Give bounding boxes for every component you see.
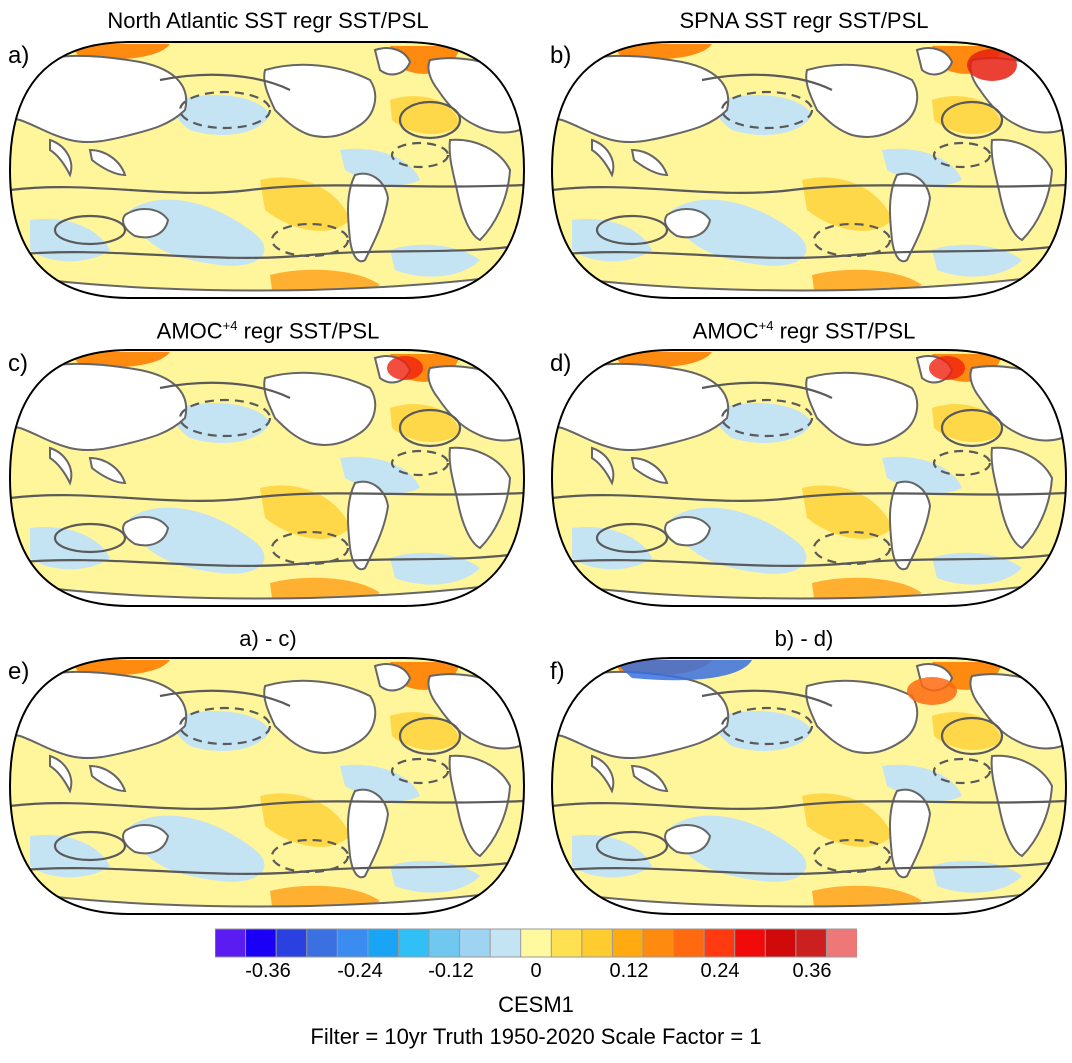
colorbar-tick-label: 0.36 [792, 960, 832, 982]
colorbar-swatch [734, 928, 767, 958]
panel-a-letter: a) [8, 42, 30, 69]
colorbar-swatch [459, 928, 492, 958]
colorbar-swatch [215, 928, 247, 958]
map-panel-a [8, 41, 526, 299]
colorbar-swatch [306, 928, 339, 958]
colorbar-tick-label: 0 [530, 960, 542, 982]
colorbar-tick-label: 0.12 [609, 960, 649, 982]
panel-b-title: SPNA SST regr SST/PSL [679, 8, 929, 33]
colorbar-swatch [764, 928, 797, 958]
map-panel-d [550, 349, 1068, 607]
panel-c-letter: c) [8, 350, 28, 377]
panel-d-letter: d) [550, 350, 572, 377]
map-panel-f [550, 657, 1068, 915]
colorbar-swatch [428, 928, 461, 958]
colorbar-tick-label: -0.24 [337, 960, 383, 982]
info-label: Filter = 10yr Truth 1950-2020 Scale Fact… [310, 1024, 762, 1049]
colorbar-swatch [673, 928, 706, 958]
map-panel-b [550, 41, 1068, 299]
panel-e-letter: e) [8, 658, 30, 685]
panel-b-letter: b) [550, 42, 572, 69]
colorbar [215, 928, 857, 958]
colorbar-tick-label: -0.36 [245, 960, 291, 982]
colorbar-swatch [581, 928, 614, 958]
colorbar-swatch [275, 928, 308, 958]
colorbar-swatch [245, 928, 278, 958]
colorbar-swatch [611, 928, 644, 958]
colorbar-swatch [550, 928, 583, 958]
map-panel-e [8, 657, 526, 915]
colorbar-swatch [489, 928, 522, 958]
model-label: CESM1 [498, 992, 574, 1017]
colorbar-swatch [703, 928, 736, 958]
colorbar-swatch [397, 928, 430, 958]
colorbar-swatch [367, 928, 400, 958]
colorbar-swatch [795, 928, 828, 958]
colorbar-swatch [520, 928, 553, 958]
panel-f-title: b) - d) [774, 626, 834, 651]
panel-f-letter: f) [550, 658, 565, 685]
panel-d-title: AMOC+4 regr SST/PSL [692, 318, 916, 344]
colorbar-tick-label: 0.24 [700, 960, 740, 982]
panel-e-title: a) - c) [239, 626, 297, 651]
colorbar-tick-label: -0.12 [428, 960, 474, 982]
colorbar-swatch [642, 928, 675, 958]
panel-c-title: AMOC+4 regr SST/PSL [156, 318, 380, 344]
panel-a-title: North Atlantic SST regr SST/PSL [107, 8, 429, 33]
colorbar-swatch [336, 928, 369, 958]
map-panel-c [8, 349, 526, 607]
colorbar-swatch [825, 928, 857, 958]
